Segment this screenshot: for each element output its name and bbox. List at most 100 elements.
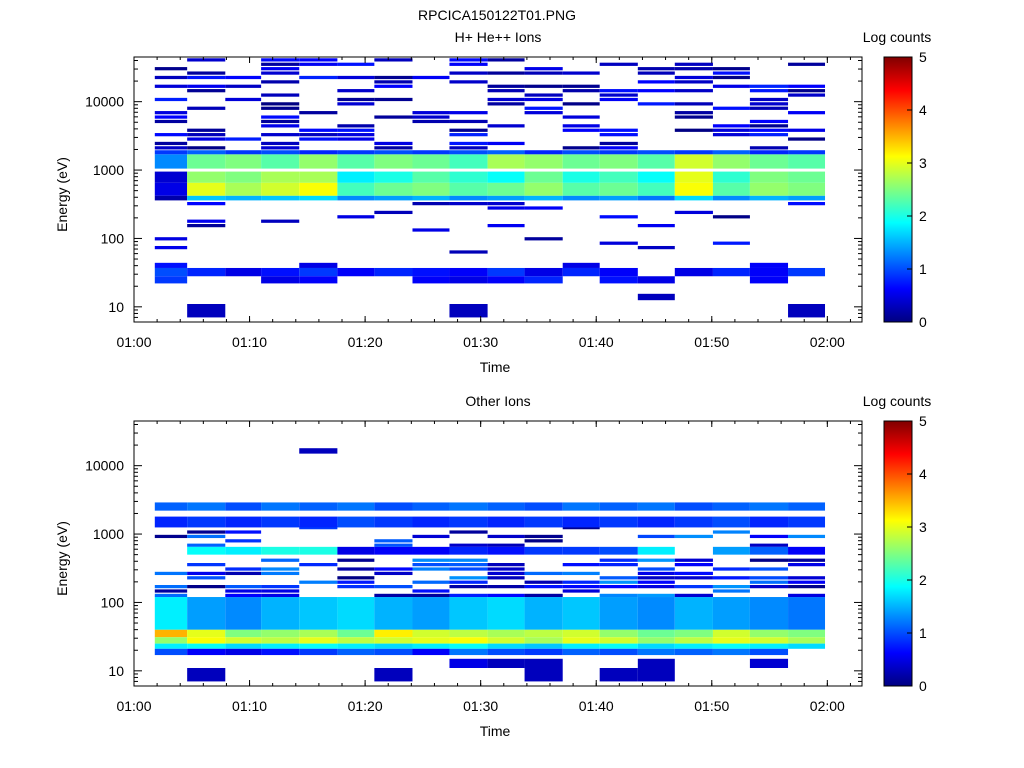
heatmap-cell bbox=[412, 171, 450, 183]
heatmap-cell bbox=[449, 530, 488, 534]
heatmap-cell bbox=[487, 97, 525, 102]
heatmap-cell bbox=[637, 150, 675, 155]
heatmap-cell bbox=[261, 558, 300, 562]
y-tick-label: 100 bbox=[101, 230, 125, 246]
heatmap-cell bbox=[374, 584, 413, 589]
heatmap-cell bbox=[599, 276, 638, 284]
heatmap-cell bbox=[637, 182, 675, 196]
heatmap-cell bbox=[599, 667, 638, 682]
heatmap-cell bbox=[788, 182, 826, 196]
heatmap-cell bbox=[487, 534, 525, 539]
x-tick-label: 01:00 bbox=[116, 334, 151, 350]
heatmap-cell bbox=[524, 195, 563, 201]
heatmap-cell bbox=[187, 89, 226, 93]
heatmap-cell bbox=[412, 75, 450, 80]
heatmap-cell bbox=[261, 629, 300, 638]
heatmap-cell bbox=[599, 171, 638, 183]
heatmap-cell bbox=[412, 111, 450, 115]
x-tick-label: 01:40 bbox=[579, 698, 614, 714]
heatmap-cell bbox=[562, 502, 600, 511]
heatmap-cell bbox=[154, 593, 188, 598]
heatmap-cell bbox=[788, 558, 826, 562]
heatmap-cell bbox=[562, 128, 600, 132]
heatmap-cell bbox=[674, 267, 713, 277]
heatmap-cell bbox=[154, 597, 188, 630]
heatmap-cell bbox=[337, 75, 375, 80]
heatmap-cell bbox=[524, 182, 563, 196]
heatmap-cell bbox=[599, 182, 638, 196]
heatmap-cell bbox=[299, 546, 338, 555]
heatmap-cell bbox=[487, 629, 525, 638]
heatmap-cell bbox=[788, 584, 826, 589]
heatmap-cell bbox=[637, 580, 675, 584]
figure-title: RPCICA150122T01.PNG bbox=[418, 7, 576, 23]
colorbar-tick-label: 3 bbox=[919, 155, 927, 171]
heatmap-cell bbox=[154, 154, 188, 169]
heatmap-cell bbox=[337, 643, 375, 649]
y-tick-label: 10 bbox=[108, 299, 124, 315]
heatmap-cell bbox=[299, 75, 338, 80]
heatmap-cell bbox=[187, 576, 226, 580]
heatmap-cell bbox=[788, 171, 826, 183]
heatmap-cell bbox=[449, 502, 488, 511]
heatmap-cell bbox=[637, 667, 675, 682]
heatmap-cell bbox=[749, 267, 789, 277]
heatmap-cell bbox=[749, 584, 789, 589]
heatmap-cell bbox=[337, 133, 375, 137]
heatmap-cell bbox=[487, 584, 525, 589]
heatmap-cell bbox=[562, 648, 600, 656]
colorbar bbox=[883, 420, 913, 687]
heatmap-cell bbox=[674, 80, 713, 84]
heatmap-cell bbox=[449, 563, 488, 567]
y-tick-label: 10 bbox=[108, 663, 124, 679]
heatmap-cell bbox=[712, 241, 750, 245]
heatmap-cell bbox=[299, 629, 338, 638]
heatmap-cell bbox=[749, 516, 789, 528]
heatmap-cell bbox=[562, 571, 600, 576]
heatmap-cell bbox=[449, 141, 488, 146]
heatmap-cell bbox=[449, 546, 488, 555]
heatmap-cell bbox=[524, 106, 563, 110]
heatmap-cell bbox=[749, 637, 789, 644]
heatmap-cell bbox=[299, 563, 338, 567]
heatmap-cell bbox=[487, 567, 525, 571]
heatmap-cell bbox=[374, 154, 413, 169]
heatmap-cell bbox=[225, 150, 262, 155]
heatmap-cell bbox=[154, 516, 188, 528]
heatmap-cell bbox=[599, 195, 638, 201]
heatmap-cell bbox=[449, 658, 488, 668]
heatmap-cell bbox=[374, 516, 413, 528]
heatmap-cell bbox=[187, 546, 226, 555]
heatmap-cell bbox=[187, 137, 226, 141]
colorbar-label: Log counts bbox=[863, 29, 932, 45]
heatmap-cell bbox=[261, 141, 300, 146]
heatmap-cell bbox=[524, 267, 563, 277]
heatmap-cell bbox=[154, 171, 188, 183]
heatmap-cell bbox=[524, 206, 563, 210]
heatmap-cell bbox=[261, 146, 300, 150]
heatmap-cell bbox=[487, 71, 525, 75]
heatmap-cell bbox=[337, 580, 375, 584]
heatmap-cell bbox=[299, 154, 338, 169]
panel-1: H+ He++ Ions 01:00 01:10 01:20 01:30 01:40 01:… bbox=[54, 29, 931, 375]
heatmap-cell bbox=[154, 589, 188, 593]
x-axis-label: Time bbox=[480, 723, 511, 739]
heatmap-cell bbox=[788, 563, 826, 567]
heatmap-cell bbox=[788, 150, 826, 155]
heatmap-cell bbox=[599, 241, 638, 245]
heatmap-cell bbox=[524, 534, 563, 539]
heatmap-cell bbox=[187, 182, 226, 196]
heatmap-cell bbox=[412, 115, 450, 119]
heatmap-cell bbox=[788, 93, 826, 97]
heatmap-cell bbox=[261, 571, 300, 576]
heatmap-cell bbox=[487, 102, 525, 106]
heatmap-cell bbox=[712, 576, 750, 580]
heatmap-cell bbox=[487, 182, 525, 196]
colorbar-tick-label: 3 bbox=[919, 519, 927, 535]
heatmap-cell bbox=[299, 262, 338, 268]
plot-frame bbox=[133, 56, 863, 323]
heatmap-cell bbox=[487, 276, 525, 284]
heatmap-cell bbox=[599, 133, 638, 137]
heatmap-cell bbox=[187, 75, 226, 80]
heatmap-cell bbox=[449, 195, 488, 201]
